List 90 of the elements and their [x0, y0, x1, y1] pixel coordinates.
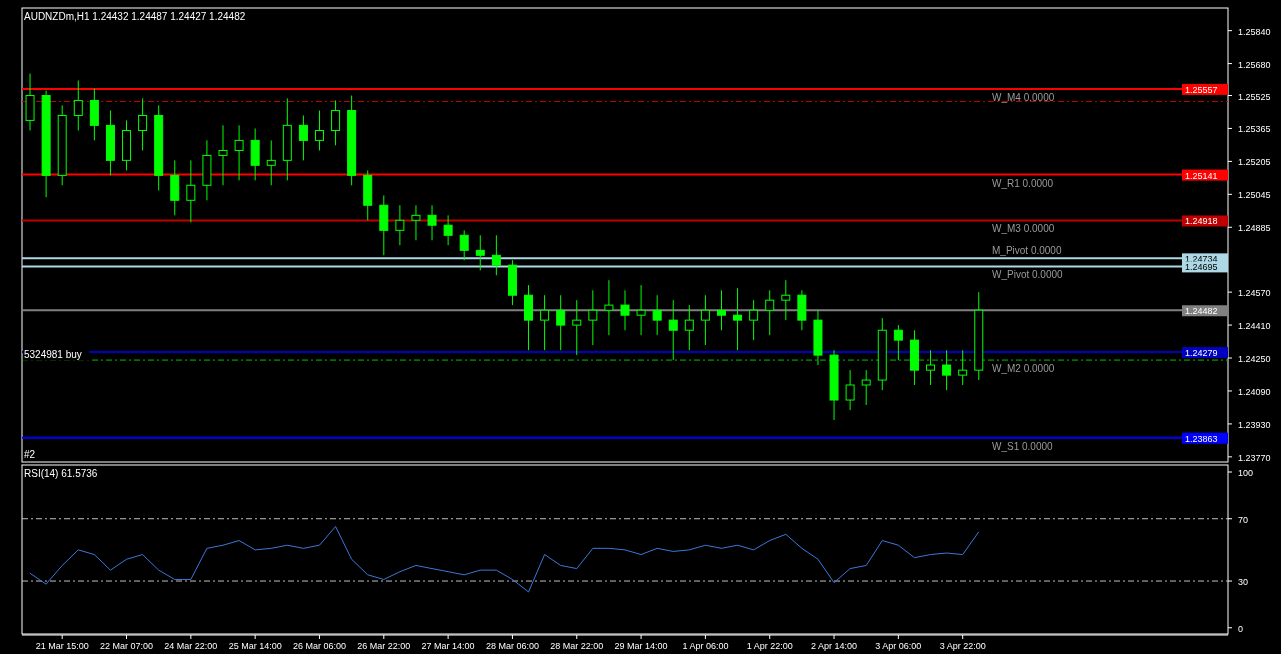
candlestick [491, 234, 501, 276]
candlestick [138, 97, 148, 151]
y-tick-label: 100 [1238, 468, 1254, 479]
candlestick [636, 284, 646, 336]
candlestick [620, 289, 630, 331]
candlestick [475, 234, 485, 271]
ref-line-label: 1.24734 [1185, 254, 1218, 265]
y-tick-label: 1.24410 [1238, 321, 1271, 332]
candlestick [733, 287, 743, 351]
ref-line-label: 1.24918 [1185, 216, 1218, 227]
candlestick [540, 294, 550, 351]
y-tick-label: 1.24090 [1238, 386, 1271, 397]
y-tick-label: 1.23930 [1238, 419, 1271, 430]
x-tick-label: 24 Mar 22:00 [164, 641, 218, 651]
annotation: W_M4 0.0000 [992, 91, 1055, 103]
annotation: W_S1 0.0000 [992, 440, 1054, 452]
x-tick-label: 26 Mar 06:00 [292, 641, 346, 651]
y-tick-label: 1.25205 [1238, 157, 1271, 168]
x-tick-label: 1 Apr 06:00 [682, 641, 729, 651]
candlestick [411, 204, 421, 241]
candlestick [395, 204, 405, 246]
annotation: M_Pivot 0.0000 [992, 245, 1062, 257]
candlestick [588, 289, 598, 346]
y-tick-label: 1.25365 [1238, 124, 1271, 135]
candlestick [73, 79, 83, 132]
candlestick [749, 299, 759, 341]
annotation: W_M2 0.0000 [992, 363, 1055, 375]
y-tick-label: 1.25840 [1238, 26, 1271, 37]
candlestick [765, 289, 775, 336]
ref-line-label: 1.25141 [1185, 170, 1218, 181]
x-tick-label: 28 Mar 22:00 [550, 641, 604, 651]
candlestick [861, 369, 871, 406]
y-tick-label: 1.24250 [1238, 354, 1271, 365]
ref-line-label: 1.24482 [1185, 306, 1218, 317]
y-tick-label: 30 [1238, 577, 1249, 588]
candlestick [684, 304, 694, 351]
candlestick [700, 294, 710, 346]
x-tick-label: 1 Apr 22:00 [746, 641, 793, 651]
annotation: W_R1 0.0000 [992, 177, 1054, 189]
candlestick [556, 294, 566, 351]
y-tick-label: 0 [1238, 623, 1244, 634]
candlestick [443, 214, 453, 246]
candlestick [845, 369, 855, 411]
candlestick [652, 294, 662, 336]
candlestick [234, 124, 244, 181]
candlestick [331, 99, 341, 146]
y-tick-label: 1.25525 [1238, 91, 1271, 102]
ref-line-label: 1.24279 [1185, 348, 1218, 359]
y-tick-label: 1.24885 [1238, 223, 1271, 234]
ref-line-label: 1.25557 [1185, 84, 1218, 95]
candlestick [427, 204, 437, 241]
chart-title: RSI(14) 61.5736 [24, 468, 98, 479]
candlestick [186, 159, 196, 223]
candlestick [781, 279, 791, 321]
y-tick-label: 1.24570 [1238, 288, 1271, 299]
candlestick [572, 299, 582, 356]
candlestick [604, 279, 614, 336]
candlestick [893, 324, 903, 361]
y-tick-label: 70 [1238, 514, 1249, 525]
candlestick [942, 349, 952, 391]
candlestick [459, 229, 469, 261]
candlestick [926, 349, 936, 386]
ref-line-label: 1.23863 [1185, 433, 1218, 444]
candlestick [716, 289, 726, 331]
candlestick [298, 114, 308, 161]
y-tick-label: 1.23770 [1238, 452, 1271, 463]
candlestick [314, 110, 324, 151]
x-tick-label: 22 Mar 07:00 [100, 641, 154, 651]
line-series [29, 526, 980, 593]
candlestick [958, 349, 968, 386]
annotation: W_M3 0.0000 [992, 223, 1055, 235]
x-tick-label: 27 Mar 14:00 [421, 641, 475, 651]
x-tick-label: 25 Mar 14:00 [228, 641, 282, 651]
x-tick-label: 21 Mar 15:00 [35, 641, 89, 651]
annotation: #2 [24, 449, 36, 460]
y-tick-label: 1.25680 [1238, 59, 1271, 70]
x-tick-label: 29 Mar 14:00 [614, 641, 668, 651]
annotation: W_Pivot 0.0000 [992, 269, 1064, 281]
candlestick [218, 124, 228, 186]
x-tick-label: 3 Apr 22:00 [939, 641, 986, 651]
y-tick-label: 1.25045 [1238, 190, 1271, 201]
x-tick-label: 28 Mar 06:00 [485, 641, 539, 651]
ref-line-label: 1.24695 [1185, 262, 1218, 273]
chart-title: AUDNZDm,H1 1.24432 1.24487 1.24427 1.24482 [24, 11, 246, 22]
candlestick [668, 299, 678, 361]
x-tick-label: 2 Apr 14:00 [811, 641, 858, 651]
candlestick [266, 139, 276, 186]
annotation: 5324981 buy [24, 348, 82, 360]
x-tick-label: 26 Mar 22:00 [357, 641, 411, 651]
x-tick-label: 3 Apr 06:00 [875, 641, 922, 651]
